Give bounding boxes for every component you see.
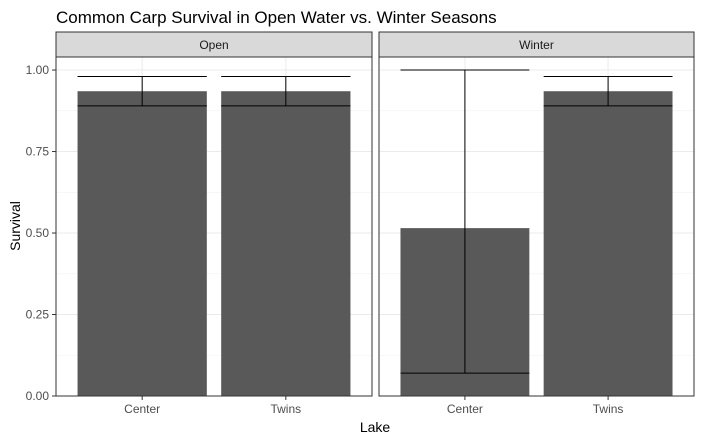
y-tick-label: 0.25 xyxy=(26,308,50,322)
x-tick-label: Twins xyxy=(593,402,624,416)
y-axis-title: Survival xyxy=(7,201,23,251)
facet-strip xyxy=(378,31,695,58)
y-tick-label: 0.75 xyxy=(26,145,50,159)
errorbar-winter-twins xyxy=(543,76,673,107)
y-tick-label: 0.00 xyxy=(26,389,50,403)
errorbar-open-twins xyxy=(221,76,351,107)
panel-border xyxy=(378,56,695,397)
x-axis-title: Lake xyxy=(360,419,391,435)
facet-strip-label: Open xyxy=(199,38,228,52)
facet-panel-winter: Winter Center Twins xyxy=(378,31,695,416)
errorbar-winter-center xyxy=(400,69,530,374)
x-tick-label: Center xyxy=(124,402,160,416)
bar-open-center xyxy=(77,91,207,397)
chart-title: Common Carp Survival in Open Water vs. W… xyxy=(56,8,497,27)
facet-strip xyxy=(55,31,373,58)
bar-winter-twins xyxy=(543,91,673,397)
bar-open-twins xyxy=(221,91,351,397)
x-tick-label: Twins xyxy=(270,402,301,416)
errorbar-open-center xyxy=(77,76,207,107)
x-tick-label: Center xyxy=(447,402,483,416)
panel-border xyxy=(55,56,373,397)
y-tick-label: 0.50 xyxy=(26,226,50,240)
facet-panels: Open Center Twins Winter Center Twins 0.00 0.25… xyxy=(26,31,695,416)
facet-strip-label: Winter xyxy=(519,38,554,52)
y-tick-label: 1.00 xyxy=(26,63,50,77)
facet-panel-open: Open Center Twins xyxy=(55,31,373,416)
